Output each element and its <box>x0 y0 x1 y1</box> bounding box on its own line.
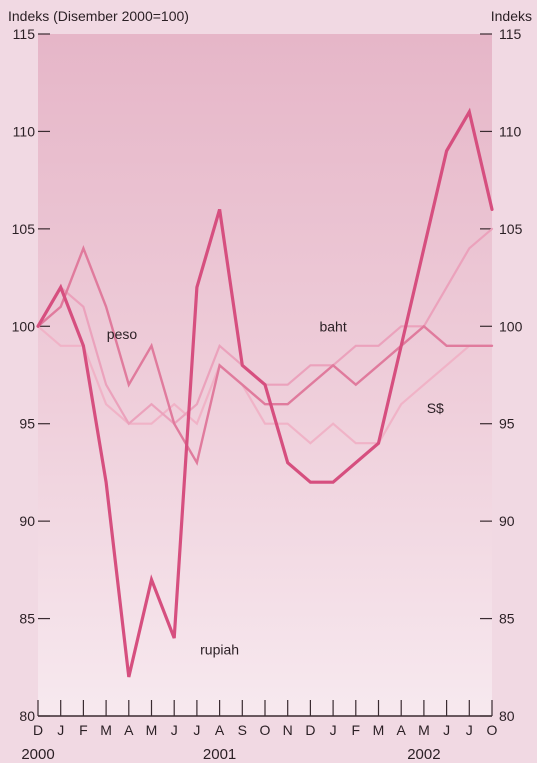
x-tick-label: D <box>33 722 43 738</box>
y-tick-label-left: 110 <box>13 123 36 139</box>
series-layer <box>36 107 494 678</box>
year-label: 2002 <box>407 746 440 763</box>
y-tick-label-right: 85 <box>499 611 515 627</box>
label-peso: peso <box>107 326 138 342</box>
x-tick-label: M <box>418 722 430 738</box>
x-tick-label: S <box>238 722 247 738</box>
y-tick-label-right: 80 <box>499 708 515 724</box>
x-tick-label: J <box>193 722 200 738</box>
left-axis-title: Indeks (Disember 2000=100) <box>8 8 189 24</box>
series-line-peso <box>36 244 494 466</box>
y-tick-label-left: 90 <box>19 513 35 529</box>
y-tick-label-left: 80 <box>19 708 35 724</box>
x-tick-label: M <box>373 722 385 738</box>
x-tick-label: J <box>330 722 337 738</box>
x-tick-label: A <box>124 722 134 738</box>
x-tick-label: N <box>283 722 293 738</box>
x-tick-label: M <box>146 722 158 738</box>
x-tick-label: J <box>466 722 473 738</box>
y-axis-left: 80 85 90 95 100 105 110 115 <box>12 26 50 724</box>
x-tick-label: A <box>215 722 225 738</box>
x-tick-label: F <box>352 722 361 738</box>
y-axis-right: 80 85 90 95 100 105 110 115 <box>480 26 523 724</box>
x-tick-label: O <box>487 722 498 738</box>
plot-area <box>38 34 492 716</box>
x-tick-label: F <box>79 722 88 738</box>
y-tick-label-right: 100 <box>499 318 523 334</box>
x-tick-label: O <box>260 722 271 738</box>
year-label: 2001 <box>203 746 236 763</box>
annotation-layer: peso baht S$ rupiah <box>107 318 444 657</box>
y-tick-label-right: 105 <box>499 221 523 237</box>
series-line-s <box>36 325 494 445</box>
right-axis-title: Indeks <box>491 8 532 24</box>
x-tick-label: J <box>443 722 450 738</box>
x-tick-label: J <box>171 722 178 738</box>
y-tick-label-left: 95 <box>19 416 35 432</box>
x-tick-label: A <box>397 722 407 738</box>
label-baht: baht <box>319 318 346 334</box>
series-line-rupiah <box>36 107 494 678</box>
year-label: 2000 <box>21 746 54 763</box>
x-tick-label: D <box>305 722 315 738</box>
y-tick-label-right: 115 <box>499 26 522 42</box>
x-tick-label: M <box>100 722 112 738</box>
y-tick-label-left: 100 <box>12 318 36 334</box>
label-rupiah: rupiah <box>200 642 239 658</box>
x-tick-label: J <box>57 722 64 738</box>
y-tick-label-left: 115 <box>13 26 36 42</box>
y-tick-label-right: 90 <box>499 513 515 529</box>
y-tick-label-left: 85 <box>19 611 35 627</box>
y-tick-label-left: 105 <box>12 221 36 237</box>
label-s: S$ <box>427 400 444 416</box>
y-tick-label-right: 110 <box>499 123 522 139</box>
y-tick-label-right: 95 <box>499 416 515 432</box>
